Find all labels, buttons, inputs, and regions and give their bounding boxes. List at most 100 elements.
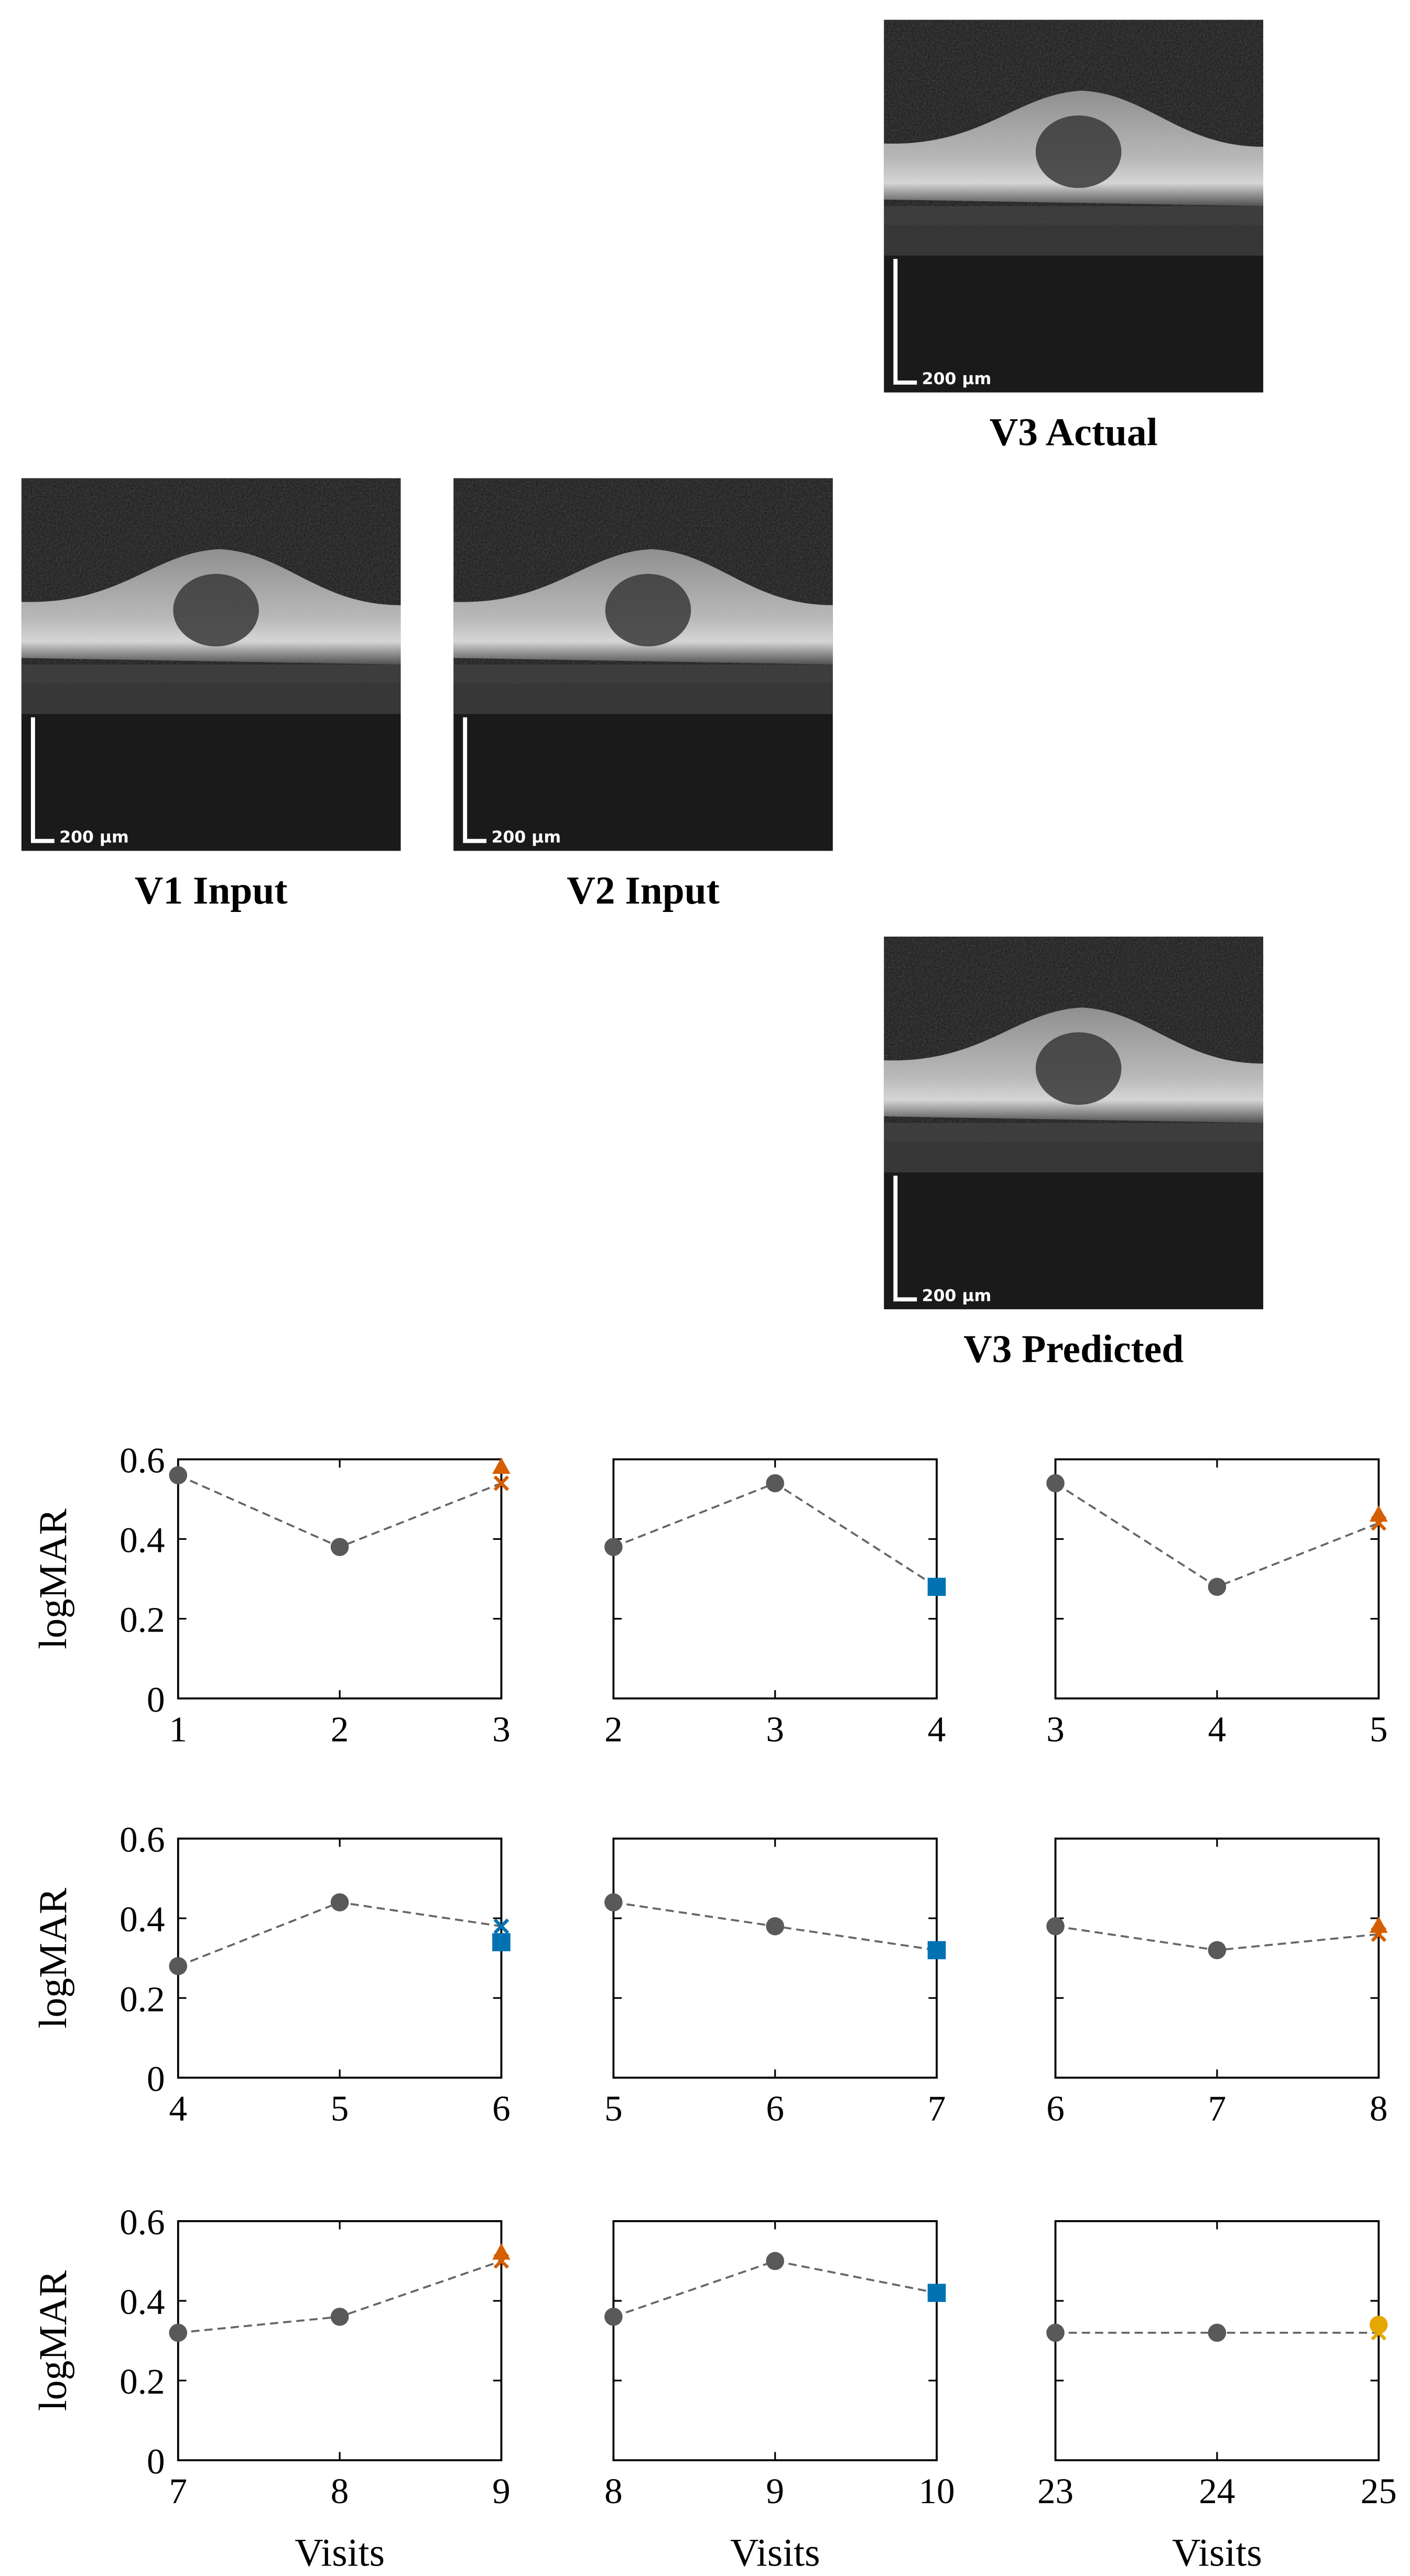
y-axis-label: logMAR [31, 2270, 75, 2411]
plot-frame [177, 1458, 503, 1700]
y-tick-label: 0 [147, 1679, 165, 1720]
point [169, 1957, 188, 1975]
x-axis-label: Visits [1172, 2531, 1262, 2574]
x-tick-label: 7 [928, 2088, 946, 2128]
point [330, 2308, 349, 2326]
x-tick-label: 3 [492, 1709, 511, 1749]
point [1046, 1917, 1065, 1936]
y-axis-label: logMAR [31, 1508, 75, 1649]
scale-bar [30, 717, 55, 843]
chart: 6 7 8 [1046, 1838, 1388, 2128]
chart: 8 9 10 Visits [604, 2220, 955, 2574]
scale-bar [893, 1176, 917, 1302]
point [929, 1579, 945, 1595]
point [492, 2243, 511, 2260]
x-tick-label: 8 [331, 2471, 349, 2511]
y-axis-label: logMAR [31, 1887, 75, 2028]
point [1046, 2323, 1065, 2342]
oct-image: 200 µm [884, 937, 1263, 1310]
x-tick-label: 2 [331, 1709, 349, 1749]
y-tick-label: 0.6 [120, 1440, 165, 1481]
oct-image: 200 µm [453, 478, 833, 851]
y-tick-label: 0.2 [120, 2361, 165, 2401]
point [766, 2252, 785, 2270]
point [604, 1538, 623, 1556]
x-tick-label: 1 [169, 1709, 187, 1749]
point [766, 1917, 785, 1936]
y-tick-label: 0 [147, 2441, 165, 2481]
point [169, 1466, 188, 1485]
plot-frame [177, 1838, 503, 2079]
series-line [178, 1901, 502, 1968]
point [1208, 1578, 1227, 1596]
scale-bar [463, 717, 487, 843]
point [604, 1893, 623, 1911]
image-caption: V1 Input [135, 869, 288, 912]
x-tick-label: 25 [1361, 2471, 1397, 2511]
y-tick-label: 0.6 [120, 1819, 165, 1860]
chart: 5 6 7 [604, 1838, 946, 2128]
x-tick-label: 24 [1199, 2471, 1235, 2511]
series-line [613, 1482, 938, 1588]
point [929, 1942, 945, 1958]
point [1369, 1505, 1388, 1522]
x-tick-label: 7 [1208, 2088, 1227, 2128]
image-caption: V3 Actual [990, 410, 1158, 454]
point [1371, 2325, 1387, 2341]
x-tick-label: 2 [604, 1709, 623, 1749]
point [492, 1457, 511, 1474]
x-tick-label: 4 [928, 1709, 946, 1749]
series-line [1055, 1482, 1379, 1588]
x-axis-label: Visits [295, 2531, 385, 2574]
chart: 0 0.2 0.4 0.6 7 8 9 logMAR Visits [31, 2202, 511, 2574]
point [604, 2308, 623, 2326]
point [330, 1538, 349, 1556]
x-axis-label: Visits [730, 2531, 820, 2574]
point [929, 2285, 945, 2301]
chart: 0 0.2 0.4 0.6 1 2 3 logMAR [31, 1440, 511, 1749]
scale-bar-label: 200 µm [922, 1286, 992, 1305]
x-tick-label: 23 [1037, 2471, 1073, 2511]
chart: 0 0.2 0.4 0.6 4 5 6 logMAR [31, 1819, 511, 2128]
fluid-cyst [1035, 1032, 1122, 1105]
y-tick-label: 0.4 [120, 1520, 165, 1560]
x-tick-label: 5 [1370, 1709, 1388, 1749]
chart: 23 24 25 Visits [1037, 2220, 1397, 2574]
x-tick-label: 6 [492, 2088, 511, 2128]
x-tick-label: 9 [492, 2471, 511, 2511]
image-caption: V3 Predicted [963, 1328, 1184, 1371]
choroid [884, 1123, 1263, 1172]
y-tick-label: 0.2 [120, 1600, 165, 1640]
plot-frame [612, 1458, 938, 1700]
scale-bar-label: 200 µm [59, 828, 129, 847]
oct-image: 200 µm [21, 478, 401, 851]
image-caption: V2 Input [567, 869, 720, 912]
x-tick-label: 9 [766, 2471, 784, 2511]
x-tick-label: 10 [918, 2471, 955, 2511]
x-tick-label: 5 [604, 2088, 623, 2128]
x-tick-label: 3 [766, 1709, 784, 1749]
x-tick-label: 4 [1208, 1709, 1227, 1749]
series-line [178, 1474, 502, 1548]
point [493, 2253, 509, 2269]
choroid [884, 206, 1263, 256]
oct-image: 200 µm [884, 19, 1263, 393]
fluid-cyst [1035, 115, 1122, 188]
point [1208, 2323, 1227, 2342]
plot-frame [612, 1838, 938, 2079]
point [492, 1933, 511, 1952]
point [493, 1475, 509, 1491]
y-tick-label: 0 [147, 2058, 165, 2099]
series-line [613, 2260, 937, 2318]
scale-bar [893, 258, 917, 385]
choroid [21, 664, 401, 714]
x-tick-label: 8 [1370, 2088, 1388, 2128]
point [766, 1474, 785, 1493]
chart: 2 3 4 [604, 1458, 946, 1749]
plot-frame [177, 2220, 503, 2462]
point [330, 1893, 349, 1911]
scale-bar-label: 200 µm [922, 369, 992, 388]
point [1371, 1926, 1387, 1942]
